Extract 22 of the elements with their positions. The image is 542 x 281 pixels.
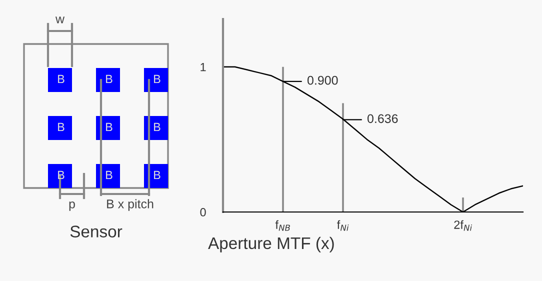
x-tick-label: 2f$_{Ni}$: [454, 220, 472, 231]
text: p: [69, 202, 75, 211]
text: B: [106, 74, 112, 84]
text: w: [55, 16, 65, 24]
x-axis-title: Aperture MTF (x): [208, 236, 334, 252]
y-tick-label: 1: [200, 63, 206, 72]
text: B: [154, 122, 160, 132]
text: B: [58, 122, 64, 132]
text: B: [58, 170, 64, 180]
text: Sensor: [70, 226, 122, 238]
x-tick-label: f$_{NB}$: [275, 220, 290, 231]
text: B: [58, 74, 64, 84]
line-series: [223, 66, 523, 212]
annotation: 0.900: [307, 76, 338, 85]
annotation: 0.636: [367, 114, 398, 124]
text: B: [106, 170, 112, 180]
text: B x pitch: [107, 199, 154, 211]
text: B: [154, 170, 160, 180]
x-tick-label: f$_{Ni}$: [337, 220, 349, 231]
text: B: [154, 74, 160, 84]
text: B: [106, 122, 112, 132]
y-tick-label: 0: [200, 208, 206, 216]
